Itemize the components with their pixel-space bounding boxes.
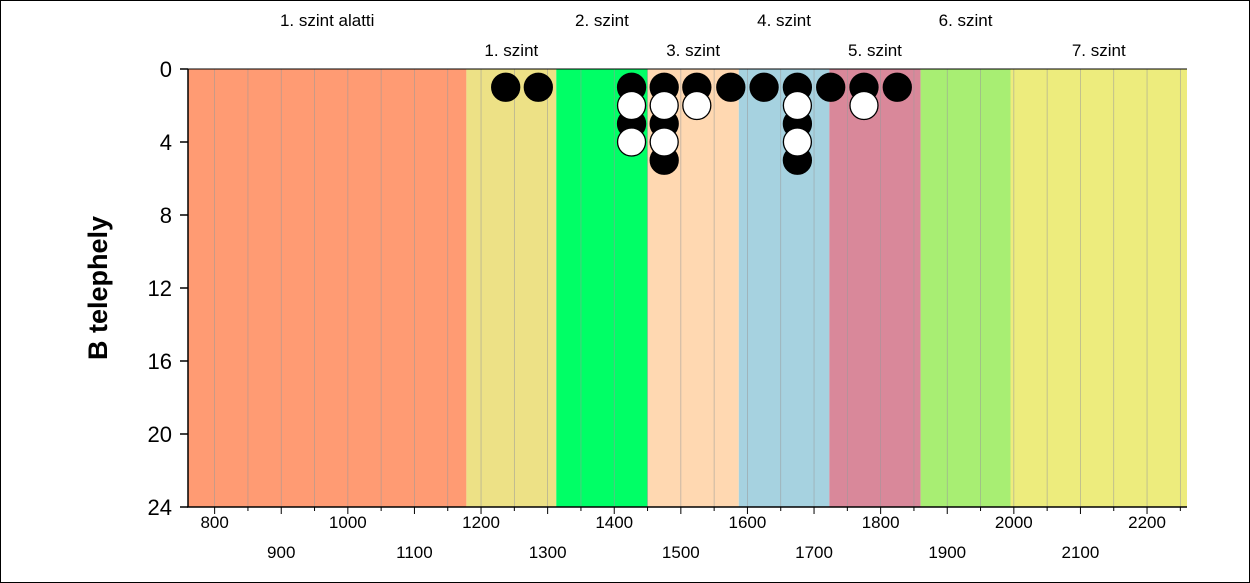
open-point: [682, 90, 712, 121]
y-tick-label: 4: [160, 130, 172, 155]
axes: [180, 68, 1187, 514]
band-1: [188, 69, 467, 507]
data-points: [491, 72, 912, 175]
filled-point: [816, 72, 846, 102]
open-point: [782, 90, 813, 121]
y-axis-label: B telephely: [83, 216, 113, 360]
band-7: [920, 69, 1011, 507]
y-tick-label: 20: [148, 422, 172, 447]
band-2: [466, 69, 557, 507]
x-tick-label: 1600: [729, 513, 767, 532]
x-tick-label: 1800: [862, 513, 900, 532]
y-tick-label: 12: [148, 276, 172, 301]
band-label-3: 2. szint: [575, 11, 629, 30]
band-label-8: 7. szint: [1072, 41, 1126, 60]
band-label-7: 6. szint: [939, 11, 993, 30]
filled-point: [491, 72, 521, 102]
band-label-6: 5. szint: [848, 41, 902, 60]
open-point: [616, 90, 647, 121]
grid-lines: [214, 69, 1181, 507]
y-tick-label: 0: [160, 57, 172, 82]
y-tick-label: 8: [160, 203, 172, 228]
band-label-1: 1. szint alatti: [280, 11, 375, 30]
filled-point: [882, 72, 912, 102]
band-8: [1010, 69, 1187, 507]
x-tick-label: 2000: [995, 513, 1033, 532]
filled-point: [749, 72, 779, 102]
open-point: [649, 127, 679, 157]
x-tick-label: 1200: [462, 513, 500, 532]
x-tick-label: 2100: [1062, 543, 1100, 562]
band-label-2: 1. szint: [484, 41, 538, 60]
x-tick-label: 1900: [928, 543, 966, 562]
level-bands: [188, 69, 1187, 507]
x-tick-label: 1400: [595, 513, 633, 532]
filled-point: [716, 72, 746, 102]
band-labels: 1. szint alatti 1. szint 2. szint 3. szint 4…: [280, 11, 1126, 60]
open-point: [782, 127, 813, 157]
open-point: [616, 127, 647, 157]
x-tick-label: 800: [200, 513, 228, 532]
open-point: [849, 90, 879, 121]
x-tick-label: 900: [267, 543, 295, 562]
x-tick-label: 1500: [662, 543, 700, 562]
y-tick-label: 24: [148, 495, 172, 520]
x-tick-label: 1700: [795, 543, 833, 562]
filled-point: [523, 72, 553, 102]
band-label-5: 4. szint: [757, 11, 811, 30]
open-point: [649, 90, 679, 121]
band-6: [829, 69, 921, 507]
x-tick-label: 1300: [529, 543, 567, 562]
band-label-4: 3. szint: [666, 41, 720, 60]
y-tick-label: 16: [148, 349, 172, 374]
y-tick-labels: 0 4 8 12 16 20 24: [148, 57, 172, 520]
band-5: [738, 69, 830, 507]
x-tick-label: 1000: [329, 513, 367, 532]
x-tick-label: 1100: [396, 543, 433, 562]
x-tick-labels: 800 1000 1200 1400 1600 1800 2000 2200 900 1100 13…: [200, 513, 1166, 562]
x-tick-label: 2200: [1128, 513, 1166, 532]
